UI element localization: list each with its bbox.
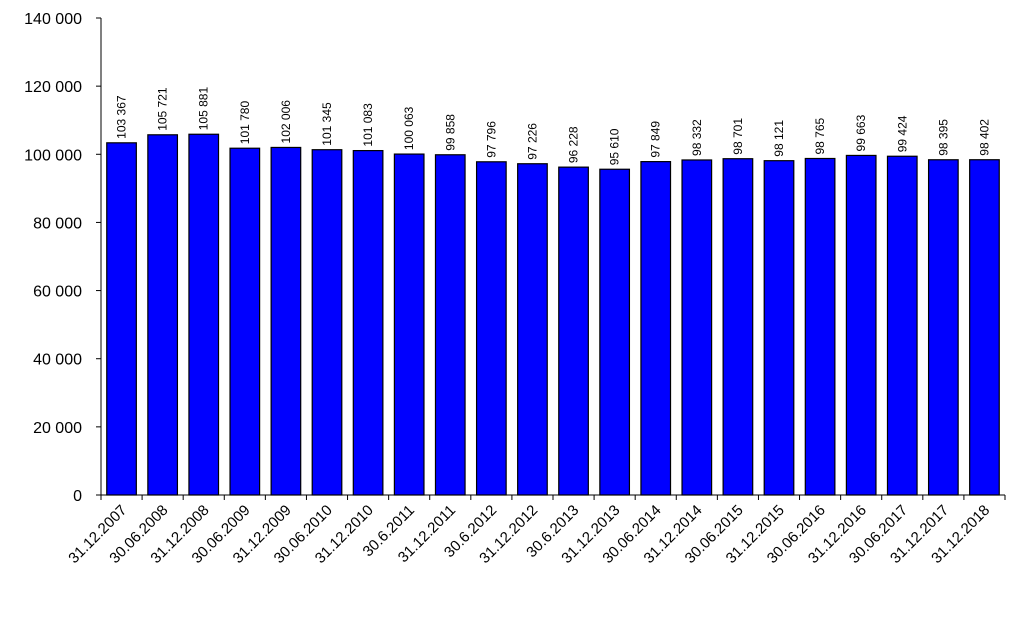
bar xyxy=(969,159,1000,496)
data-label: 102 006 xyxy=(279,100,293,144)
bar xyxy=(804,157,836,496)
x-axis: 31.12.200730.06.200831.12.200830.06.2009… xyxy=(65,494,1006,567)
data-label: 100 063 xyxy=(402,106,416,150)
bar xyxy=(229,147,261,496)
bar xyxy=(722,158,754,496)
data-label: 98 121 xyxy=(772,120,786,157)
data-label: 98 701 xyxy=(731,118,745,155)
bar xyxy=(352,149,384,496)
bar xyxy=(763,160,795,496)
y-axis: 0 20 000 40 000 60 000 80 000 100 000 120 000 1… xyxy=(24,11,102,505)
y-tick-label: 80 000 xyxy=(33,215,82,232)
bar xyxy=(517,163,548,496)
y-tick-label: 0 xyxy=(73,488,82,505)
data-label: 96 228 xyxy=(567,126,581,163)
bar xyxy=(434,154,466,496)
y-tick-label: 140 000 xyxy=(24,11,82,28)
data-label: 105 881 xyxy=(197,87,211,131)
data-label: 98 765 xyxy=(813,117,827,154)
bar xyxy=(147,134,179,496)
bar xyxy=(393,153,425,496)
y-tick-label: 40 000 xyxy=(33,352,82,369)
data-label: 105 721 xyxy=(156,87,170,131)
y-tick-label: 120 000 xyxy=(24,79,82,96)
data-labels: 103 367 105 721 105 881 101 780 102 006 101 3… xyxy=(115,87,992,166)
bar xyxy=(106,142,137,496)
bar xyxy=(599,168,631,496)
data-label: 98 332 xyxy=(690,119,704,156)
data-label: 99 424 xyxy=(895,115,909,152)
data-label: 99 858 xyxy=(443,114,457,151)
bar xyxy=(845,154,877,496)
y-tick-label: 100 000 xyxy=(24,147,82,164)
data-label: 95 610 xyxy=(608,128,622,165)
bar xyxy=(640,161,672,496)
bar xyxy=(681,159,713,496)
data-label: 101 345 xyxy=(320,102,334,146)
data-label: 101 780 xyxy=(238,101,252,145)
y-tick-label: 60 000 xyxy=(33,284,82,301)
bar xyxy=(311,149,343,496)
data-label: 98 402 xyxy=(977,119,991,156)
bar xyxy=(188,133,220,496)
y-tick-label: 20 000 xyxy=(33,420,82,437)
bar-series xyxy=(106,133,1000,496)
data-label: 103 367 xyxy=(115,95,129,139)
data-label: 101 083 xyxy=(361,103,375,147)
bar xyxy=(270,146,302,496)
data-label: 97 796 xyxy=(484,121,498,158)
data-label: 97 849 xyxy=(649,121,663,158)
data-label: 98 395 xyxy=(936,119,950,156)
bar xyxy=(475,161,507,496)
data-label: 97 226 xyxy=(525,123,539,160)
bar xyxy=(927,159,959,496)
bar xyxy=(886,155,918,496)
data-label: 99 663 xyxy=(854,114,868,151)
bar xyxy=(558,166,589,496)
